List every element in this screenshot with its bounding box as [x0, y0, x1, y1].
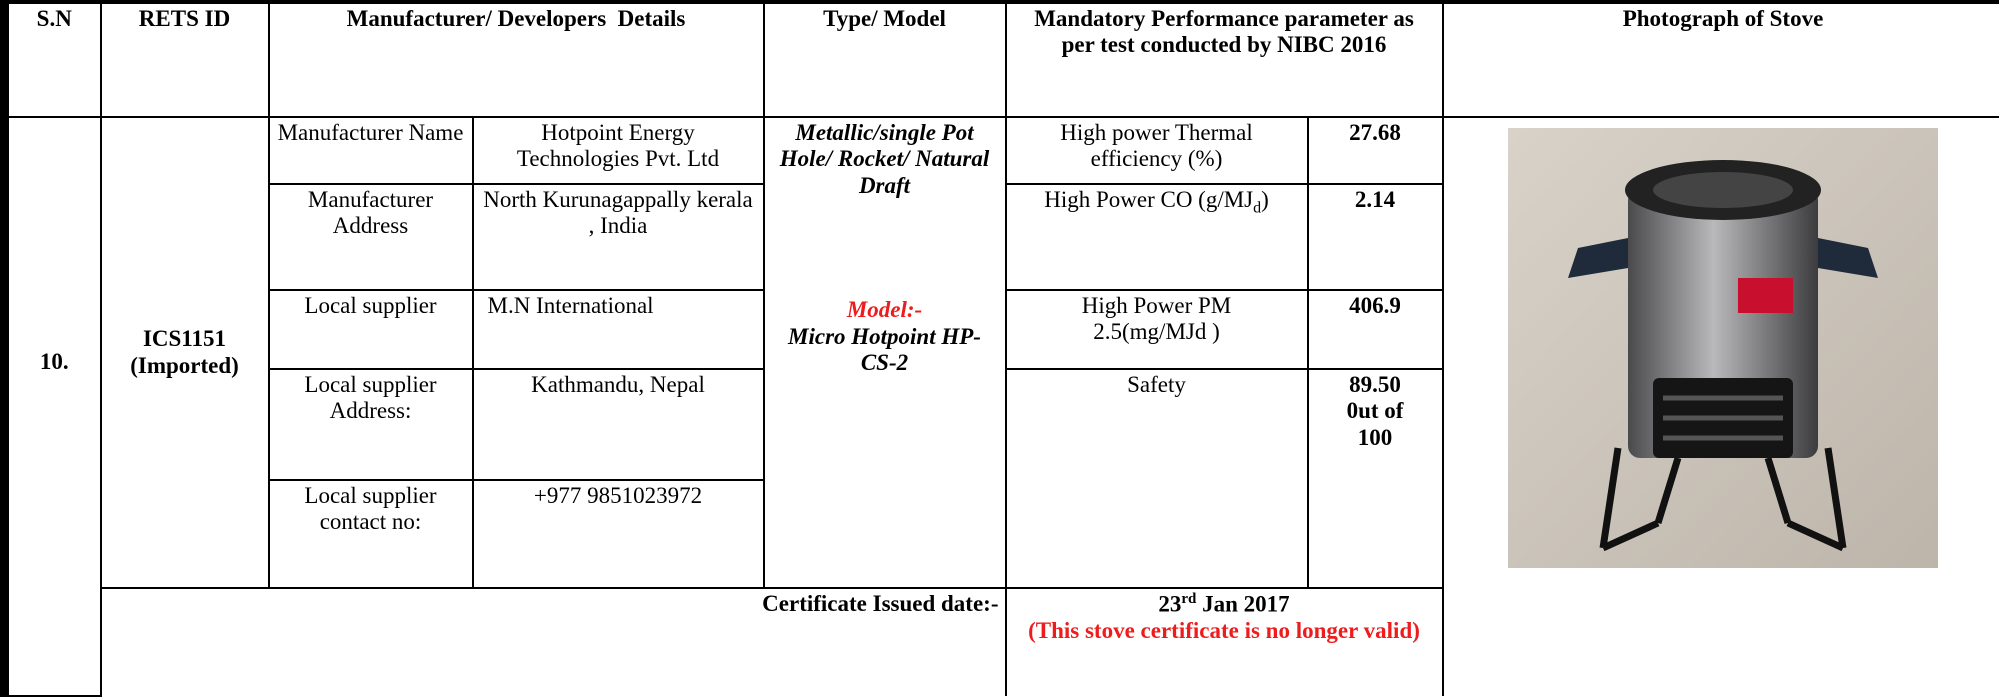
model-text: Micro Hotpoint HP-CS-2 — [771, 324, 999, 377]
param-text: High Power CO (g/MJ — [1044, 187, 1253, 212]
type-cell: Metallic/single Pot Hole/ Rocket/ Natura… — [764, 117, 1006, 588]
header-cell: S.N — [5, 2, 101, 117]
date-suffix: rd — [1181, 591, 1196, 607]
header-cell: Manufacturer/ Developers Details — [269, 2, 764, 117]
date-day: 23 — [1158, 592, 1181, 617]
page: S.N RETS ID Manufacturer/ Developers Det… — [0, 0, 1999, 694]
detail-label: Manufacturer Name — [269, 117, 473, 184]
certificate-note: (This stove certificate is no longer val… — [1027, 618, 1422, 644]
header-cell: Photograph of Stove — [1443, 2, 1999, 117]
param-name: High Power PM 2.5(mg/MJd ) — [1006, 290, 1308, 369]
detail-label: Manufacturer Address — [269, 184, 473, 290]
param-suffix: ) — [1261, 187, 1269, 212]
date-rest: Jan 2017 — [1196, 592, 1289, 617]
param-name: High power Thermal efficiency (%) — [1006, 117, 1308, 184]
header-cell: Type/ Model — [764, 2, 1006, 117]
detail-label: Local supplier Address: — [269, 369, 473, 480]
param-value: 89.50 0ut of 100 — [1308, 369, 1443, 588]
detail-value: Hotpoint Energy Technologies Pvt. Ltd — [473, 117, 764, 184]
rets-note: (Imported) — [130, 353, 239, 378]
model-label: Model:- — [771, 297, 999, 323]
header-row: S.N RETS ID Manufacturer/ Developers Det… — [5, 2, 1999, 117]
rets-id: ICS1151 — [143, 326, 226, 351]
param-value: 406.9 — [1308, 290, 1443, 369]
type-text: Metallic/single Pot Hole/ Rocket/ Natura… — [771, 120, 999, 199]
stove-photo — [1508, 128, 1938, 568]
detail-value: M.N International — [473, 290, 764, 369]
header-cell: RETS ID — [101, 2, 269, 117]
param-value: 27.68 — [1308, 117, 1443, 184]
detail-label: Local supplier contact no: — [269, 480, 473, 588]
detail-value: North Kurunagappally kerala , India — [473, 184, 764, 290]
sn-cell: 10. — [5, 117, 101, 696]
param-name: High Power CO (g/MJd) — [1006, 184, 1308, 290]
header-cell: Mandatory Performance parameter as per t… — [1006, 2, 1443, 117]
row: 10. ICS1151(Imported) Manufacturer Name … — [5, 117, 1999, 184]
certificate-label: Certificate Issued date:- — [101, 588, 1006, 696]
certificate-date-cell: 23rd Jan 2017 (This stove certificate is… — [1006, 588, 1443, 696]
detail-label: Local supplier — [269, 290, 473, 369]
certificate-date: 23rd Jan 2017 — [1027, 591, 1422, 618]
stove-table: S.N RETS ID Manufacturer/ Developers Det… — [0, 0, 1999, 697]
param-name: Safety — [1006, 369, 1308, 588]
photo-cell — [1443, 117, 1999, 696]
param-value: 2.14 — [1308, 184, 1443, 290]
detail-value: +977 9851023972 — [473, 480, 764, 588]
rets-cell: ICS1151(Imported) — [101, 117, 269, 588]
detail-value: Kathmandu, Nepal — [473, 369, 764, 480]
param-subscript: d — [1253, 200, 1261, 217]
